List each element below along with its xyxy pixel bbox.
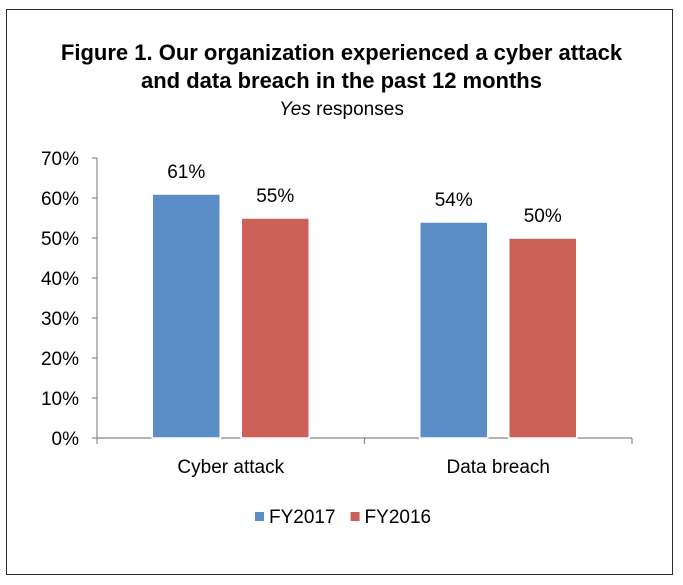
legend-label: FY2016 xyxy=(365,507,432,528)
legend-swatch xyxy=(255,512,264,521)
chart-subtitle: Yes responses xyxy=(0,98,683,122)
data-label: 61% xyxy=(167,162,205,183)
bar-fy2016-1 xyxy=(240,217,310,439)
y-tick-label: 50% xyxy=(41,229,79,250)
x-tick-label: Data breach xyxy=(446,457,550,478)
bar-fy2016-2 xyxy=(508,237,578,439)
chart-title-line-2: and data breach in the past 12 months xyxy=(141,68,542,93)
bar-fy2017-1 xyxy=(151,193,221,439)
subtitle-text: responses xyxy=(310,99,404,120)
y-tick-label: 70% xyxy=(41,149,79,170)
y-tick-label: 30% xyxy=(41,309,79,330)
subtitle-emphasis: Yes xyxy=(279,99,311,120)
x-tick-label: Cyber attack xyxy=(177,457,284,478)
chart-title: Figure 1. Our organization experienced a… xyxy=(0,39,683,95)
bar-fy2017-2 xyxy=(419,221,489,439)
y-tick-label: 20% xyxy=(41,349,79,370)
y-tick-label: 10% xyxy=(41,389,79,410)
chart-title-line-1: Figure 1. Our organization experienced a… xyxy=(60,40,623,65)
y-tick-label: 60% xyxy=(41,189,79,210)
data-label: 50% xyxy=(524,206,562,227)
y-tick-label: 40% xyxy=(41,269,79,290)
legend-swatch xyxy=(350,512,360,521)
legend-label: FY2017 xyxy=(269,507,336,528)
data-label: 54% xyxy=(435,190,473,211)
y-tick-label: 0% xyxy=(52,429,80,450)
data-label: 55% xyxy=(256,186,294,207)
